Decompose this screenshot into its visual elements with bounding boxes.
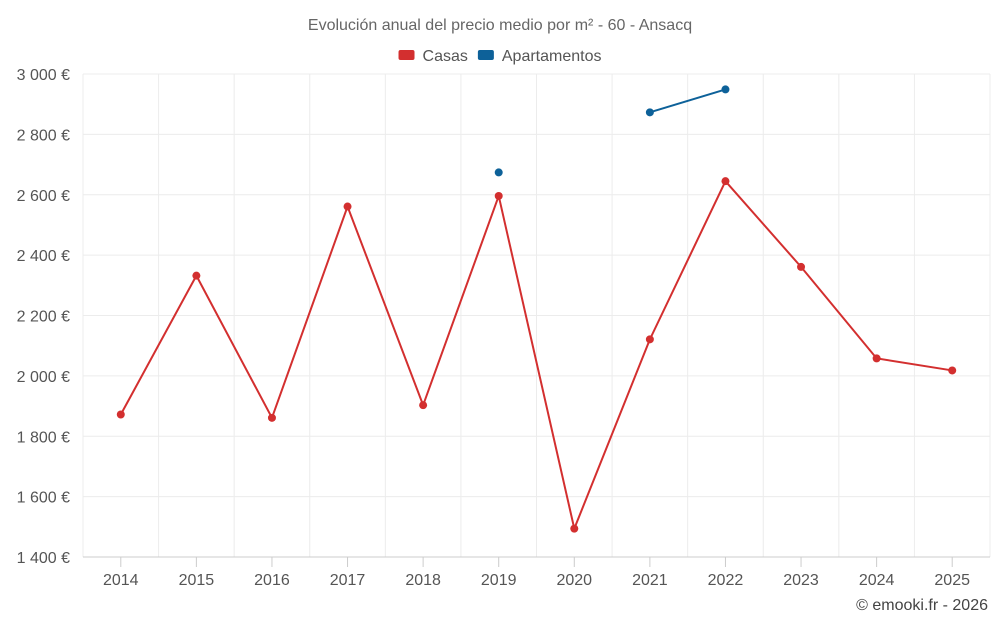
data-point[interactable] <box>645 335 654 344</box>
data-point[interactable] <box>721 177 730 186</box>
y-tick-label: 1 800 € <box>17 429 70 446</box>
legend: Casas Apartamentos <box>398 48 602 65</box>
series-line <box>649 88 726 114</box>
data-point[interactable] <box>872 354 881 363</box>
legend-swatch <box>477 50 494 60</box>
x-tick-label: 2022 <box>708 572 744 589</box>
x-tick-label: 2024 <box>859 572 895 589</box>
x-tick-label: 2016 <box>254 572 290 589</box>
data-point[interactable] <box>192 271 201 280</box>
x-axis-ticks: 2014 2015 2016 2017 2018 2019 2020 2021 2022 2023… <box>103 557 970 589</box>
legend-label: Apartamentos <box>502 48 602 65</box>
data-point[interactable] <box>116 410 125 419</box>
data-point[interactable] <box>494 168 503 177</box>
data-point[interactable] <box>797 262 806 271</box>
y-axis-ticks: 1 400 € 1 600 € 1 800 € 2 000 € 2 200 € 2 400… <box>17 67 70 567</box>
y-tick-label: 1 600 € <box>17 490 70 507</box>
credit-text: © emooki.fr - 2026 <box>856 597 988 614</box>
y-tick-label: 3 000 € <box>17 67 70 84</box>
data-point[interactable] <box>419 401 428 410</box>
y-tick-label: 2 000 € <box>17 369 70 386</box>
data-point[interactable] <box>343 202 352 211</box>
data-point[interactable] <box>948 366 957 375</box>
y-tick-label: 1 400 € <box>17 550 70 567</box>
x-tick-label: 2021 <box>632 572 668 589</box>
y-tick-label: 2 400 € <box>17 248 70 265</box>
x-tick-label: 2019 <box>481 572 517 589</box>
data-point[interactable] <box>267 413 276 422</box>
data-point[interactable] <box>570 524 579 533</box>
x-tick-label: 2023 <box>783 572 819 589</box>
series-apartamentos <box>494 85 730 177</box>
grid <box>82 73 991 557</box>
data-point[interactable] <box>721 85 730 94</box>
x-tick-label: 2017 <box>330 572 366 589</box>
legend-item-casas[interactable]: Casas <box>398 48 468 65</box>
legend-label: Casas <box>423 48 468 65</box>
x-tick-label: 2020 <box>556 572 592 589</box>
series-line <box>119 179 953 532</box>
y-tick-label: 2 200 € <box>17 309 70 326</box>
y-tick-label: 2 800 € <box>17 127 70 144</box>
series <box>116 85 957 533</box>
x-tick-label: 2015 <box>179 572 215 589</box>
data-point[interactable] <box>494 191 503 200</box>
y-tick-label: 2 600 € <box>17 188 70 205</box>
x-tick-label: 2014 <box>103 572 139 589</box>
legend-swatch <box>398 50 415 60</box>
data-point[interactable] <box>645 108 654 117</box>
x-tick-label: 2025 <box>934 572 970 589</box>
chart-title: Evolución anual del precio medio por m² … <box>308 17 692 34</box>
legend-item-apartamentos[interactable]: Apartamentos <box>477 48 602 65</box>
series-casas <box>116 177 957 533</box>
x-tick-label: 2018 <box>405 572 441 589</box>
